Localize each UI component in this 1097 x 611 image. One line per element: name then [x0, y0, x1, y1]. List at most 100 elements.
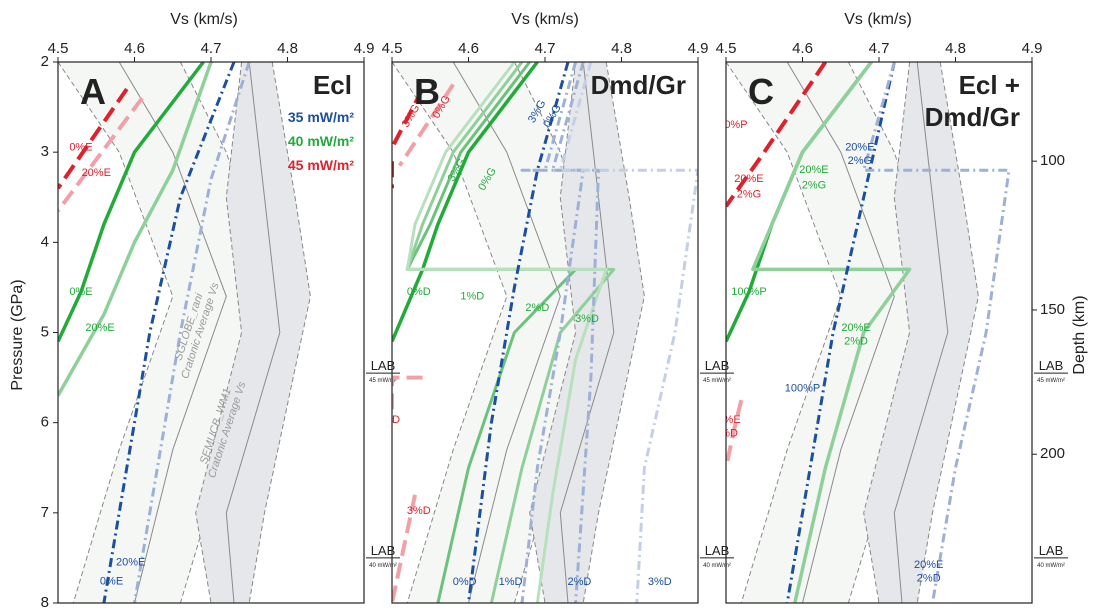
lab-marker-sub: 40 mW/m²: [369, 563, 397, 569]
panel-c: 100%P20%E2%G20%E2%G20%E2%G100%P20%E2%D10…: [711, 40, 1068, 604]
model-curve: [785, 62, 896, 603]
lab-marker-sub: 45 mW/m²: [1037, 378, 1065, 384]
panel-content: 100%P20%E2%G20%E2%G20%E2%G100%P20%E2%D10…: [711, 62, 1011, 603]
model-curve: [392, 494, 417, 603]
y-tick-label: 2: [41, 53, 49, 70]
y2-tick-label: 150: [1040, 301, 1065, 318]
reference-band-center: [893, 62, 949, 603]
lab-marker-label: LAB: [1039, 543, 1064, 558]
curve-label: 3%D: [407, 505, 431, 517]
y-tick-label: 6: [41, 414, 49, 431]
lab-marker-sub: 45 mW/m²: [369, 378, 397, 384]
curve-label: 100%P: [785, 382, 820, 394]
curve-label: 20%E: [711, 414, 740, 426]
model-curve: [726, 399, 744, 469]
x-tick-label: 4.6: [458, 40, 479, 57]
model-curve: [551, 62, 600, 603]
panel-b: 3%G 0%G3%G 0%G3%G0%G0%D 1%D2%D3%D2%D3%D0%D 1…: [376, 40, 734, 604]
model-curve: [397, 83, 455, 167]
curve-label: 3%D: [575, 313, 599, 325]
panels-group: 0%E20%E0%E20%E20%E0%ESGLOBE_raniCratonic…: [48, 40, 1068, 604]
curve-label: 1%D: [460, 290, 484, 302]
reference-band-center: [559, 62, 615, 603]
x-tick-label: 4.9: [688, 40, 709, 57]
reference-band-edge: [195, 62, 243, 603]
model-curve: [558, 62, 698, 603]
panel-content: 3%G 0%G3%G 0%G3%G0%G0%D 1%D2%D3%D2%D3%D0%D 1…: [376, 62, 698, 603]
heat-flow-legend-item: 40 mW/m²: [288, 133, 354, 149]
y-tick-label: 3: [41, 143, 49, 160]
heat-flow-legend-item: 45 mW/m²: [288, 157, 354, 173]
reference-band: [195, 62, 311, 603]
lab-marker-sub: 40 mW/m²: [703, 563, 731, 569]
reference-band-center: [786, 62, 895, 603]
model-curve: [862, 62, 1011, 603]
curve-label: 0%E: [69, 286, 92, 298]
model-curve: [133, 62, 251, 603]
reference-band-center: [118, 62, 227, 603]
lab-marker: LAB 45 mW/m²: [366, 358, 400, 384]
reference-band-edge: [529, 62, 577, 603]
x-tick-label: 4.7: [869, 40, 890, 57]
lab-marker-sub: 45 mW/m²: [703, 378, 731, 384]
lab-marker: LAB 40 mW/m²: [1034, 543, 1068, 569]
panel-title: Ecl +: [959, 70, 1020, 100]
y-tick-label: 4: [41, 233, 49, 250]
curve-label: 20%E: [914, 559, 943, 571]
model-curve: [405, 62, 608, 603]
curve-label: 2%G: [802, 179, 826, 191]
x-tick-label: 4.6: [124, 40, 145, 57]
reference-band-edge: [582, 62, 645, 603]
model-curve: [102, 62, 236, 603]
curve-label: 0%D: [453, 576, 477, 588]
curve-label: 0%E: [69, 142, 92, 154]
curve-label: 2%D: [714, 427, 738, 439]
reference-band-edge: [863, 62, 911, 603]
x-tick-label: 4.9: [1022, 40, 1043, 57]
curve-label: 20%E: [799, 164, 828, 176]
reference-band-center: [225, 62, 281, 603]
curve-label: 0%D: [407, 286, 431, 298]
y2-axis-title: Depth (km): [1071, 295, 1088, 374]
y-axis-title: Pressure (GPa): [9, 279, 26, 390]
curve-label: 100%P: [731, 286, 766, 298]
curve-label: 3%D: [648, 576, 672, 588]
lab-marker-label: LAB: [1039, 358, 1064, 373]
curve-label: 2%D: [376, 414, 400, 426]
curve-label: 2%D: [525, 302, 549, 314]
curve-label: 100%P: [712, 119, 747, 131]
x-tick-label: 4.5: [716, 40, 737, 57]
model-curve: [58, 62, 213, 397]
panel-letter: A: [80, 71, 106, 112]
lab-marker-label: LAB: [705, 358, 730, 373]
x-tick-label: 4.7: [201, 40, 222, 57]
model-curve: [467, 62, 570, 603]
curve-label: 20%E: [845, 142, 874, 154]
model-curve: [58, 96, 144, 212]
reference-band-edge: [58, 62, 174, 603]
curve-label: 1%D: [499, 576, 523, 588]
panel-title: Dmd/Gr: [925, 102, 1020, 132]
lab-marker-label: LAB: [371, 543, 396, 558]
x-tick-label: 4.9: [354, 40, 375, 57]
reference-band-edge: [392, 62, 508, 603]
axes-extra-group: 35 mW/m² 40 mW/m² 45 mW/m² 2 3 4 5 6 7 8 100 150 200: [41, 53, 1065, 611]
curve-label: 2%D: [568, 576, 592, 588]
lab-marker: LAB 45 mW/m²: [700, 358, 734, 384]
lab-marker-sub: 40 mW/m²: [1037, 563, 1065, 569]
panel-title: Ecl: [313, 70, 352, 100]
lab-marker-label: LAB: [705, 543, 730, 558]
curve-label: 2%G: [848, 155, 872, 167]
curve-label: 2%G: [737, 188, 761, 200]
model-curve: [58, 62, 205, 343]
x-tick-label: 4.8: [611, 40, 632, 57]
curve-label: 20%E: [85, 322, 114, 334]
y2-tick-label: 100: [1040, 152, 1065, 169]
x-tick-label: 4.6: [792, 40, 813, 57]
x-tick-label: 4.8: [277, 40, 298, 57]
x-tick-label: 4.5: [382, 40, 403, 57]
x-tick-label: 4.8: [945, 40, 966, 57]
y-tick-label: 7: [41, 504, 49, 521]
model-curve: [392, 62, 539, 343]
